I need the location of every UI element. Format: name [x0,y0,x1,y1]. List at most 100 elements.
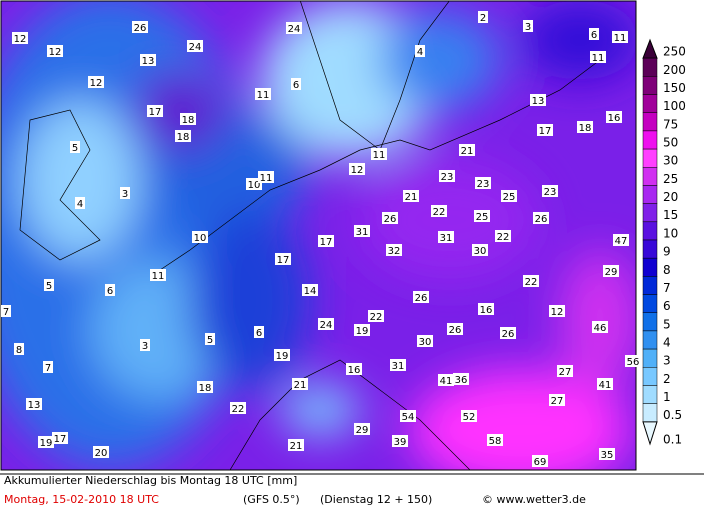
label-box [439,170,455,182]
precip-label: 6 [107,286,113,297]
precip-label: 31 [356,227,369,238]
label-box [589,28,599,40]
precip-label: 25 [476,212,489,223]
label-box [537,124,553,136]
precip-label: 11 [152,271,165,282]
legend-swatch [642,94,658,113]
label-box [386,244,402,256]
precip-label: 41 [440,376,453,387]
precip-label: 4 [417,47,423,58]
precip-label: 35 [601,450,614,461]
label-box [438,231,454,243]
label-box [187,40,203,52]
precip-label: 13 [142,56,155,67]
legend-label: 4 [663,336,671,350]
label-box [275,253,291,265]
label-box [487,434,503,446]
precip-label: 39 [394,437,407,448]
precip-label: 4 [77,199,83,210]
precip-label: 30 [419,337,432,348]
label-box [292,378,308,390]
label-box [532,455,548,467]
legend-swatch [642,167,658,186]
precip-label: 18 [182,115,195,126]
legend-label: 5 [663,317,671,331]
label-box [603,265,619,277]
legend-swatch [642,130,658,150]
label-box [533,212,549,224]
footer-credit: © www.wetter3.de [482,493,586,506]
label-box [461,410,477,422]
legend-swatch [642,239,658,259]
precip-label: 30 [474,246,487,257]
legend-label: 50 [663,136,678,150]
precip-label: 19 [276,351,289,362]
precip-label: 69 [534,457,547,468]
legend-label: 100 [663,99,686,113]
label-box [577,121,593,133]
legend-swatch [642,294,658,313]
label-box [147,105,163,117]
legend-swatch [642,112,658,132]
precip-label: 26 [449,325,462,336]
precip-label: 52 [463,412,476,423]
label-box [597,378,613,390]
label-box [530,94,546,106]
legend-label: 20 [663,190,678,204]
precip-label: 18 [579,123,592,134]
precip-label: 41 [599,380,612,391]
precip-label: 26 [134,23,147,34]
label-box [14,343,24,355]
label-box [140,339,150,351]
label-box [590,51,606,63]
legend-label: 3 [663,354,671,368]
footer-title: Akkumulierter Niederschlag bis Montag 18… [4,474,297,487]
precip-label: 5 [207,335,213,346]
legend-swatch [642,148,658,168]
label-box [132,21,148,33]
color-legend: 250 200 150 100 75 50 30 25 20 15 10 9 8 7 6 5 4 3 2 1 0.5 0.… [642,38,686,447]
precip-label: 58 [489,436,502,447]
label-box [438,374,454,386]
precip-label: 5 [46,281,52,292]
label-box [150,269,166,281]
label-box [417,335,433,347]
precip-label: 56 [627,357,640,368]
precip-label: 32 [388,246,401,257]
label-box [447,323,463,335]
precip-label: 13 [28,400,41,411]
legend-swatch [642,403,658,423]
label-box [368,310,384,322]
precip-label: 26 [535,214,548,225]
label-box [612,31,628,43]
legend-swatch [642,367,658,386]
precip-label: 26 [502,329,515,340]
label-box [625,355,641,367]
precip-label: 11 [257,90,270,101]
label-box [478,11,488,23]
legend-swatch [642,57,658,77]
label-box [140,54,156,66]
precip-label: 3 [142,341,148,352]
label-box [1,305,11,317]
precip-label: 24 [320,320,333,331]
precip-label: 23 [441,172,454,183]
label-box [475,177,491,189]
precip-label: 11 [614,33,627,44]
precip-label: 24 [189,42,202,53]
label-box [88,76,104,88]
label-box [197,381,213,393]
precip-label: 23 [477,179,490,190]
label-box [354,225,370,237]
precip-label: 7 [45,363,51,374]
precip-label: 19 [40,438,53,449]
precip-label: 14 [304,286,317,297]
legend-label: 1 [663,390,671,404]
label-box [453,373,469,385]
precip-label: 22 [497,232,510,243]
precip-label: 10 [248,180,261,191]
precip-label: 54 [402,412,415,423]
legend-swatch [642,221,658,241]
precip-label: 27 [551,396,564,407]
